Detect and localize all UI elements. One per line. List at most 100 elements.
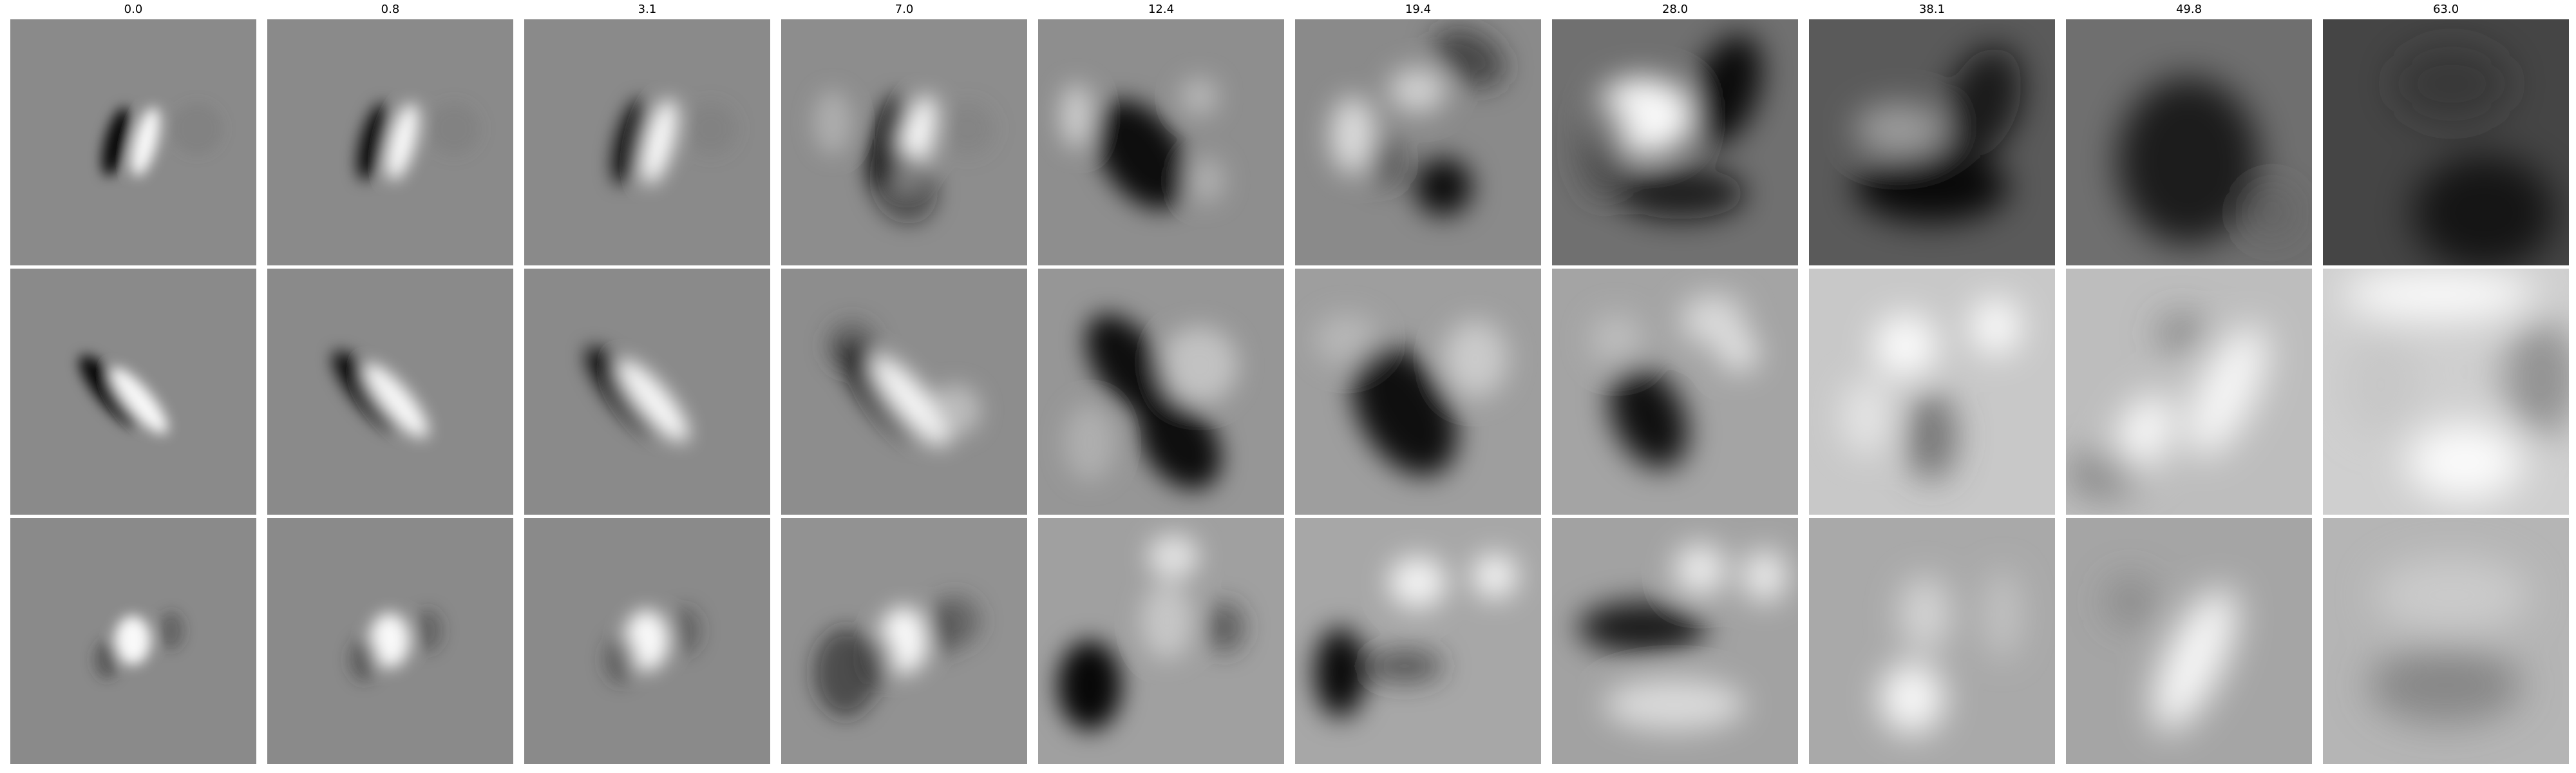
panel-blob-1 — [2246, 187, 2298, 238]
image-panel-r2-c0 — [10, 518, 256, 764]
grayscale-filter-image — [267, 19, 513, 265]
grayscale-filter-image — [2323, 269, 2569, 515]
grayscale-filter-image — [1552, 518, 1798, 764]
panel-blob-1 — [350, 638, 379, 681]
grayscale-filter-image — [267, 518, 513, 764]
panel-blob-1 — [2374, 557, 2529, 634]
panel-blob-3 — [1206, 602, 1244, 653]
panel-background — [10, 19, 256, 265]
column-title-3: 7.0 — [781, 3, 1027, 16]
panel-blob-0 — [1314, 627, 1366, 718]
panel-blob-0 — [2413, 155, 2555, 265]
grayscale-filter-image — [2066, 19, 2312, 265]
grayscale-filter-image — [2323, 19, 2569, 265]
panel-blob-0 — [2368, 647, 2523, 724]
panel-blob-3 — [1578, 97, 1629, 200]
panel-blob-2 — [158, 611, 184, 650]
panel-blob-2 — [428, 103, 480, 155]
panel-blob-2 — [1472, 553, 1517, 598]
panel-blob-0 — [1854, 151, 2009, 222]
panel-blob-3 — [813, 90, 852, 155]
panel-blob-3 — [1591, 314, 1642, 365]
image-panel-r2-c9 — [2323, 518, 2569, 764]
column-title-5: 19.4 — [1295, 3, 1541, 16]
panel-blob-2 — [1180, 77, 1218, 116]
panel-blob-0 — [1057, 640, 1122, 730]
panel-blob-0 — [2407, 423, 2523, 501]
panel-blob-2 — [1616, 167, 1745, 219]
image-panel-r2-c4 — [1038, 518, 1284, 764]
grayscale-filter-image — [1295, 269, 1541, 515]
panel-blob-3 — [1064, 404, 1115, 481]
image-panel-r2-c6 — [1552, 518, 1798, 764]
image-panel-r2-c3 — [781, 518, 1027, 764]
panel-blob-3 — [929, 385, 981, 436]
panel-blob-3 — [2066, 449, 2143, 501]
grayscale-filter-image — [10, 19, 256, 265]
panel-blob-1 — [605, 636, 637, 683]
panel-blob-1 — [2394, 45, 2510, 122]
image-panel-r0-c3 — [781, 19, 1027, 265]
column-title-0: 0.0 — [10, 3, 256, 16]
panel-blob-2 — [1906, 391, 1957, 481]
panel-blob-3 — [1604, 679, 1745, 730]
panel-blob-3 — [1366, 650, 1443, 682]
panel-blob-2 — [1719, 333, 1758, 372]
panel-blob-2 — [1148, 534, 1199, 579]
column-title-7: 38.1 — [1809, 3, 2055, 16]
image-panel-r2-c1 — [267, 518, 513, 764]
panel-blob-1 — [2105, 576, 2156, 627]
image-panel-r0-c5 — [1295, 19, 1541, 265]
column-title-6: 28.0 — [1552, 3, 1798, 16]
image-panel-r1-c1 — [267, 269, 513, 515]
panel-blob-2 — [1314, 314, 1379, 365]
panel-blob-1 — [1674, 544, 1726, 595]
panel-blob-1 — [1388, 68, 1446, 113]
column-title-4: 12.4 — [1038, 3, 1284, 16]
image-panel-r0-c7 — [1809, 19, 2055, 265]
image-panel-r0-c0 — [10, 19, 256, 265]
panel-blob-2 — [669, 607, 701, 654]
panel-blob-0 — [2117, 77, 2259, 245]
panel-blob-2 — [942, 103, 994, 155]
column-title-9: 63.0 — [2323, 3, 2569, 16]
panel-blob-2 — [826, 320, 878, 372]
panel-blob-2 — [2156, 314, 2208, 352]
grayscale-filter-image — [1038, 19, 1284, 265]
image-panel-r0-c9 — [2323, 19, 2569, 265]
column-title-8: 49.8 — [2066, 3, 2312, 16]
image-panel-r2-c2 — [524, 518, 770, 764]
panel-blob-4 — [1369, 135, 1401, 187]
grayscale-filter-image — [1038, 518, 1284, 764]
image-panel-r1-c7 — [1809, 269, 2055, 515]
panel-blob-0 — [1331, 97, 1376, 174]
grayscale-filter-image — [1038, 269, 1284, 515]
image-panel-r1-c2 — [524, 269, 770, 515]
image-panel-r1-c9 — [2323, 269, 2569, 515]
panel-blob-3 — [813, 627, 878, 718]
grayscale-filter-image — [2066, 269, 2312, 515]
panel-blob-2 — [1160, 327, 1238, 404]
panel-blob-2 — [1742, 550, 1787, 602]
panel-blob-1 — [1899, 576, 1951, 653]
panel-blob-3 — [1841, 378, 1893, 455]
grayscale-filter-image — [1809, 269, 2055, 515]
image-panel-r2-c8 — [2066, 518, 2312, 764]
image-panel-r0-c4 — [1038, 19, 1284, 265]
grayscale-filter-image — [781, 19, 1027, 265]
grayscale-filter-image — [1809, 518, 2055, 764]
panel-blob-0 — [1578, 602, 1707, 653]
image-panel-r1-c5 — [1295, 269, 1541, 515]
image-panel-r2-c5 — [1295, 518, 1541, 764]
panel-blob-1 — [1443, 320, 1508, 397]
grayscale-filter-image — [10, 518, 256, 764]
grayscale-filter-image — [267, 269, 513, 515]
grayscale-filter-image — [2066, 518, 2312, 764]
panel-blob-3 — [1186, 158, 1225, 203]
grayscale-filter-image — [1552, 19, 1798, 265]
panel-blob-2 — [1854, 103, 1944, 155]
panel-background — [2323, 518, 2569, 764]
panel-blob-0 — [115, 616, 151, 665]
image-panel-r1-c4 — [1038, 269, 1284, 515]
